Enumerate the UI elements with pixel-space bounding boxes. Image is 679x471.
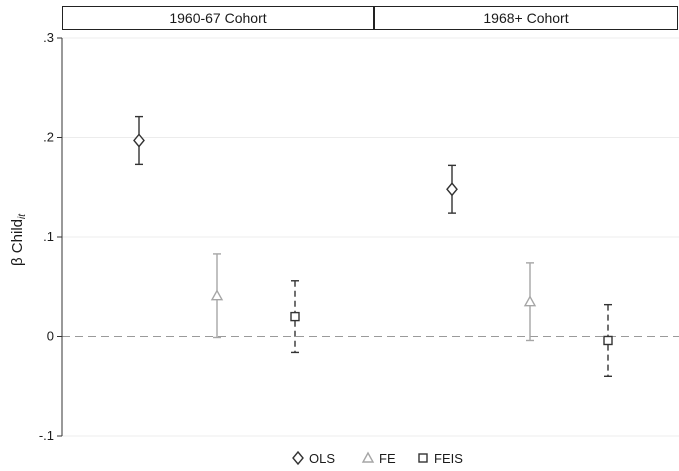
panel-strips: 1960-67 Cohort 1968+ Cohort <box>62 6 678 30</box>
triangle-marker <box>523 295 537 307</box>
y-axis-label: β Childit <box>9 213 28 266</box>
y-tick-label: .1 <box>43 229 54 244</box>
estimate-feis-panel-2 <box>603 303 613 377</box>
panel-strip-1: 1960-67 Cohort <box>62 6 374 30</box>
diamond-marker <box>133 133 145 148</box>
legend-triangle-icon <box>361 451 375 463</box>
legend-item-fe: FE <box>361 451 396 466</box>
y-tick-label: -.1 <box>39 428 54 443</box>
panel-title: 1960-67 Cohort <box>169 10 266 26</box>
legend-item-ols: OLS <box>292 450 335 466</box>
legend-item-feis: FEIS <box>418 451 463 466</box>
legend-label: FE <box>379 451 396 466</box>
legend: OLS FE FEIS <box>292 450 463 466</box>
estimate-feis-panel-1 <box>290 280 300 354</box>
panel-strip-2: 1968+ Cohort <box>374 6 678 30</box>
square-marker <box>290 311 300 322</box>
estimate-fe-panel-1 <box>210 253 224 339</box>
estimate-fe-panel-2 <box>523 262 537 342</box>
y-axis: -.1 0 .1 .2 .3 <box>39 30 63 443</box>
square-marker <box>603 335 613 346</box>
panel-strip-box <box>62 6 374 30</box>
gridlines <box>62 37 679 437</box>
diamond-marker <box>446 182 458 197</box>
panel-title: 1968+ Cohort <box>483 10 568 26</box>
y-axis-label-subscript: it <box>17 213 28 219</box>
legend-label: FEIS <box>434 451 463 466</box>
legend-diamond-icon <box>292 450 304 466</box>
legend-square-icon <box>418 453 428 463</box>
plot-area <box>133 115 613 377</box>
y-tick-label: 0 <box>47 329 54 344</box>
legend-label: OLS <box>309 451 335 466</box>
y-tick-label: .3 <box>43 30 54 45</box>
y-axis-label-main: β Child <box>9 219 26 266</box>
estimate-ols-panel-2 <box>446 164 458 214</box>
triangle-marker <box>210 289 224 301</box>
panel-strip-box <box>374 6 678 30</box>
y-tick-label: .2 <box>43 130 54 145</box>
estimate-ols-panel-1 <box>133 115 145 166</box>
